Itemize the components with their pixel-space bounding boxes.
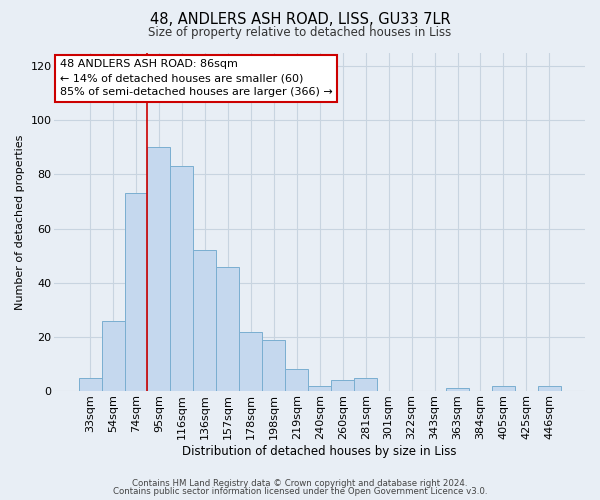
- Y-axis label: Number of detached properties: Number of detached properties: [15, 134, 25, 310]
- Bar: [79, 378, 101, 391]
- Bar: [125, 194, 148, 391]
- Bar: [285, 370, 308, 391]
- Bar: [538, 386, 561, 391]
- Bar: [331, 380, 354, 391]
- Bar: [308, 386, 331, 391]
- Bar: [101, 320, 125, 391]
- X-axis label: Distribution of detached houses by size in Liss: Distribution of detached houses by size …: [182, 444, 457, 458]
- Text: Size of property relative to detached houses in Liss: Size of property relative to detached ho…: [148, 26, 452, 39]
- Text: Contains public sector information licensed under the Open Government Licence v3: Contains public sector information licen…: [113, 487, 487, 496]
- Text: 48, ANDLERS ASH ROAD, LISS, GU33 7LR: 48, ANDLERS ASH ROAD, LISS, GU33 7LR: [149, 12, 451, 28]
- Bar: [170, 166, 193, 391]
- Bar: [354, 378, 377, 391]
- Bar: [148, 148, 170, 391]
- Bar: [239, 332, 262, 391]
- Bar: [193, 250, 217, 391]
- Bar: [217, 266, 239, 391]
- Text: Contains HM Land Registry data © Crown copyright and database right 2024.: Contains HM Land Registry data © Crown c…: [132, 478, 468, 488]
- Text: 48 ANDLERS ASH ROAD: 86sqm
← 14% of detached houses are smaller (60)
85% of semi: 48 ANDLERS ASH ROAD: 86sqm ← 14% of deta…: [60, 60, 332, 98]
- Bar: [262, 340, 285, 391]
- Bar: [446, 388, 469, 391]
- Bar: [492, 386, 515, 391]
